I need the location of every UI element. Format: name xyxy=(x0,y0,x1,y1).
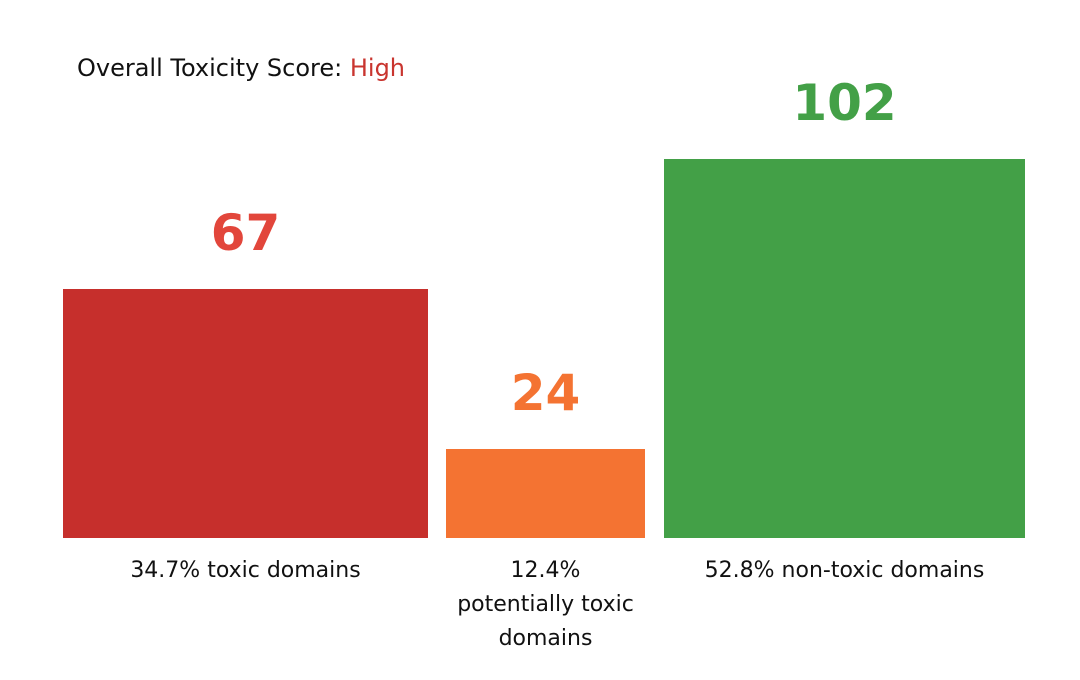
category-label: 34.7% toxic domains xyxy=(130,558,361,583)
value-label: 24 xyxy=(510,363,581,422)
chart-title-row: Overall Toxicity Score: High xyxy=(77,54,405,82)
category-label: 12.4% potentially toxic domains xyxy=(457,558,634,651)
chart-title: Overall Toxicity Score: xyxy=(77,54,343,82)
score-value: High xyxy=(349,54,406,82)
value-label: 102 xyxy=(792,74,897,132)
value-label: 67 xyxy=(210,204,281,263)
category-label: 52.8% non-toxic domains xyxy=(704,558,985,583)
bar xyxy=(63,289,428,538)
bar xyxy=(664,159,1025,538)
bar xyxy=(446,448,645,538)
